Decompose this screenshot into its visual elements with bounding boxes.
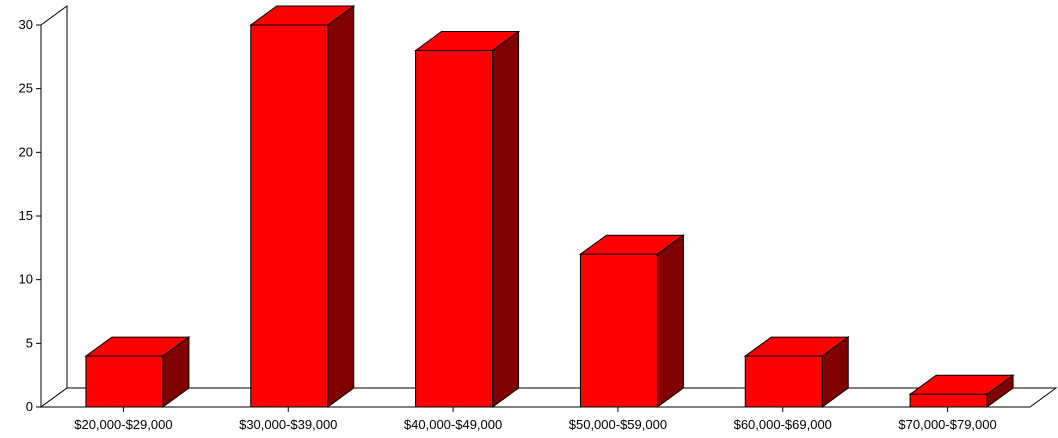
- x-tick-label: $30,000-$39,000: [239, 417, 337, 432]
- bar: [909, 393, 988, 408]
- labels: 0 5 10 15 20 25 30 $20,000-$29,000 $30,000-$39,0…: [19, 17, 997, 432]
- bar: [85, 355, 164, 408]
- x-tick-label: $70,000-$79,000: [898, 417, 996, 432]
- y-tick-label: 5: [26, 335, 33, 350]
- y-tick-label: 0: [26, 399, 33, 414]
- x-tick-label: $40,000-$49,000: [404, 417, 502, 432]
- y-tick-label: 15: [19, 208, 33, 223]
- bar: [250, 24, 329, 408]
- x-tick-label: $20,000-$29,000: [74, 417, 172, 432]
- y-tick-label: 25: [19, 81, 33, 96]
- bars: [84, 5, 1015, 408]
- bar-side: [327, 5, 355, 408]
- y-tick-label: 30: [19, 17, 33, 32]
- y-tick-label: 10: [19, 272, 33, 287]
- floor: [39, 387, 1058, 408]
- bar-side: [492, 30, 520, 408]
- bar-side: [656, 234, 684, 408]
- x-tick-label: $50,000-$59,000: [569, 417, 667, 432]
- bar: [744, 355, 823, 408]
- left-wall: [40, 5, 68, 408]
- y-tick-label: 20: [19, 144, 33, 159]
- bar: [579, 253, 658, 408]
- x-tick-label: $60,000-$69,000: [734, 417, 832, 432]
- bar: [415, 49, 494, 408]
